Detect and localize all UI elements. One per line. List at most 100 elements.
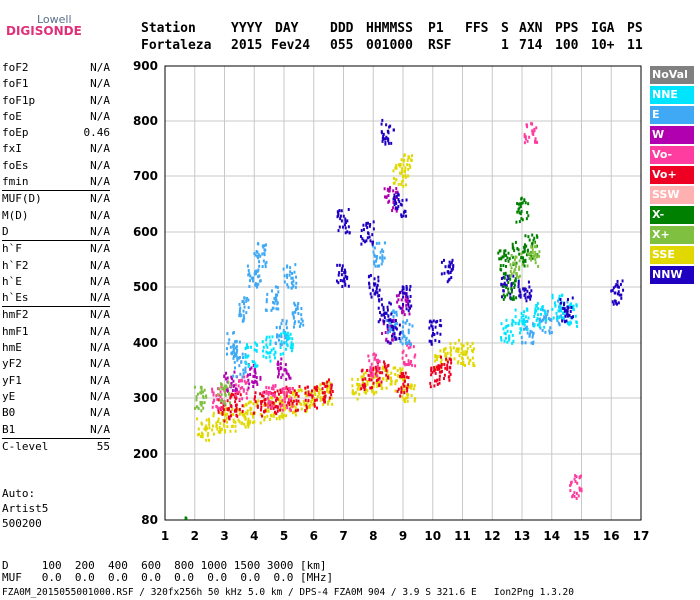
data-point (290, 396, 293, 400)
data-point (344, 221, 347, 225)
data-point (572, 307, 575, 311)
data-point (262, 349, 265, 353)
data-point (260, 414, 263, 418)
data-point (231, 389, 234, 393)
data-point (291, 337, 294, 341)
data-point (406, 319, 409, 323)
data-point (466, 342, 469, 346)
data-point (262, 394, 265, 398)
param-row: fxI N/A (2, 141, 112, 157)
data-point (371, 242, 374, 246)
data-point (506, 274, 509, 278)
data-point (397, 192, 400, 196)
data-point (380, 297, 383, 301)
data-point (196, 433, 199, 437)
data-point (472, 347, 475, 351)
data-point (205, 428, 208, 432)
data-point (274, 293, 277, 297)
data-point (291, 411, 294, 415)
data-point (257, 275, 260, 279)
data-point (246, 409, 249, 413)
param-label: MUF(D) (2, 192, 42, 206)
data-point (280, 322, 283, 326)
data-point (265, 338, 268, 342)
data-point (252, 374, 255, 378)
data-point (524, 296, 527, 300)
data-point (319, 396, 322, 400)
data-point (560, 309, 563, 313)
data-point (205, 438, 208, 442)
data-point (220, 385, 223, 389)
data-point (408, 322, 411, 326)
data-point (228, 417, 231, 421)
data-point (403, 153, 406, 157)
data-point (524, 341, 527, 345)
data-point (243, 413, 246, 417)
data-point (380, 122, 383, 126)
data-point (254, 253, 257, 257)
data-point (270, 414, 273, 418)
param-value: N/A (90, 324, 110, 338)
data-point (398, 305, 401, 309)
data-point (403, 313, 406, 317)
data-point (199, 434, 202, 438)
data-point (440, 363, 443, 367)
data-point (246, 345, 249, 349)
data-point (265, 298, 268, 302)
data-point (275, 307, 278, 311)
param-row: yF1 N/A (2, 373, 112, 389)
data-point (195, 395, 198, 399)
data-point (401, 198, 404, 202)
data-point (402, 291, 405, 295)
data-point (392, 329, 395, 333)
data-point (254, 362, 257, 366)
data-point (199, 400, 202, 404)
data-point (319, 388, 322, 392)
data-point (434, 338, 437, 342)
data-point (563, 309, 566, 313)
data-point (578, 488, 581, 492)
data-point (227, 391, 230, 395)
data-point (390, 334, 393, 338)
data-point (395, 294, 398, 298)
data-point (309, 393, 312, 397)
data-point (347, 225, 350, 229)
data-point (409, 295, 412, 299)
data-point (436, 367, 439, 371)
data-point (523, 133, 526, 137)
data-point (223, 392, 226, 396)
data-point (449, 351, 452, 355)
data-point (336, 263, 339, 267)
data-point (396, 190, 399, 194)
legend-item-w: W (650, 126, 694, 146)
data-point (289, 405, 292, 409)
data-point (383, 241, 386, 245)
data-point (520, 196, 523, 200)
data-point (375, 287, 378, 291)
data-point (269, 339, 272, 343)
data-point (236, 356, 239, 360)
data-point (235, 345, 238, 349)
data-point (528, 332, 531, 336)
data-point (502, 284, 505, 288)
data-point (395, 209, 398, 213)
data-point (398, 291, 401, 295)
data-point (559, 304, 562, 308)
data-point (234, 394, 237, 398)
data-point (193, 406, 196, 410)
data-point (513, 285, 516, 289)
data-point (575, 491, 578, 495)
data-point (460, 356, 463, 360)
data-point (374, 292, 377, 296)
x-tick-label: 8 (369, 529, 377, 543)
data-point (238, 340, 241, 344)
data-point (517, 279, 520, 283)
data-point (265, 335, 268, 339)
data-point (305, 406, 308, 410)
data-point (225, 347, 228, 351)
data-point (513, 279, 516, 283)
data-point (245, 381, 248, 385)
data-point (521, 250, 524, 254)
auto-info: Auto: Artist5 500200 (2, 486, 48, 531)
data-point (342, 214, 345, 218)
